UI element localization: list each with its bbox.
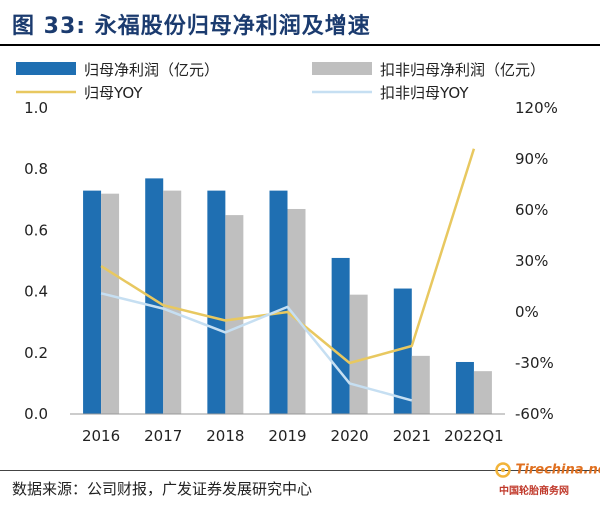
legend-label: 归母YOY — [84, 84, 143, 102]
line-layer — [100, 148, 476, 402]
left-tick-label: 0.8 — [24, 160, 48, 178]
x-tick-label: 2021 — [393, 427, 431, 445]
bar-net-profit — [83, 190, 102, 414]
x-tick-label: 2022Q1 — [444, 427, 504, 445]
line-deducted-yoy — [100, 292, 413, 402]
legend: 归母净利润（亿元） 扣非归母净利润（亿元） 归母YOY 扣非归母YOY — [16, 61, 545, 102]
footer-divider — [0, 470, 600, 471]
bar-net-profit — [145, 178, 164, 414]
right-tick-label: 30% — [515, 252, 548, 270]
title-bar: 图 33: 永福股份归母净利润及增速 — [0, 0, 600, 46]
watermark: Tirechina.net 中国轮胎商务网 — [495, 462, 600, 502]
tire-icon — [495, 462, 511, 478]
legend-swatch — [16, 62, 76, 75]
x-tick-label: 2020 — [331, 427, 369, 445]
right-tick-label: 90% — [515, 150, 548, 168]
x-tick-label: 2018 — [206, 427, 244, 445]
left-tick-label: 1.0 — [24, 99, 48, 117]
legend-label: 扣非归母净利润（亿元） — [380, 61, 545, 79]
left-tick-label: 0.6 — [24, 221, 48, 239]
x-tick-label: 2019 — [268, 427, 306, 445]
right-tick-label: -60% — [515, 405, 554, 423]
chart-title: 图 33: 永福股份归母净利润及增速 — [12, 14, 371, 39]
legend-label: 扣非归母YOY — [380, 84, 469, 102]
legend-swatch — [312, 62, 372, 75]
x-tick-label: 2017 — [144, 427, 182, 445]
bar-deducted-net-profit — [411, 355, 430, 414]
watermark-subtext: 中国轮胎商务网 — [499, 486, 569, 497]
line-net-profit-yoy — [100, 148, 476, 365]
left-tick-label: 0.2 — [24, 344, 48, 362]
bar-deducted-net-profit — [473, 371, 492, 414]
bar-deducted-net-profit — [287, 208, 306, 414]
bar-deducted-net-profit — [101, 193, 120, 414]
bar-deducted-net-profit — [225, 215, 244, 414]
bar-layer — [83, 178, 492, 414]
bar-net-profit — [207, 190, 226, 414]
left-tick-label: 0.4 — [24, 283, 48, 301]
bar-net-profit — [331, 257, 350, 414]
watermark-logo-text: Tirechina.net — [515, 462, 600, 478]
bar-net-profit — [393, 288, 412, 414]
chart: 归母净利润（亿元） 扣非归母净利润（亿元）归母YOY 扣非归母YOY 0.00.20… — [16, 61, 558, 445]
right-tick-label: 0% — [515, 303, 539, 321]
right-tick-label: 60% — [515, 201, 548, 219]
source-note: 数据来源：公司财报，广发证券发展研究中心 — [12, 480, 313, 498]
bar-deducted-net-profit — [349, 294, 368, 414]
x-tick-label: 2016 — [82, 427, 120, 445]
bar-deducted-net-profit — [163, 190, 182, 414]
left-tick-label: 0.0 — [24, 405, 48, 423]
legend-label: 归母净利润（亿元） — [84, 61, 219, 79]
right-tick-label: 120% — [515, 99, 558, 117]
watermark-logo: Tirechina.net — [495, 462, 600, 478]
bar-net-profit — [269, 190, 288, 414]
right-tick-label: -30% — [515, 354, 554, 372]
axes: 0.0 0.2 0.4 0.6 0.8 1.0 -60% -30% 0% 30% 60% 90% 120… — [24, 99, 558, 445]
bar-net-profit — [455, 361, 474, 414]
